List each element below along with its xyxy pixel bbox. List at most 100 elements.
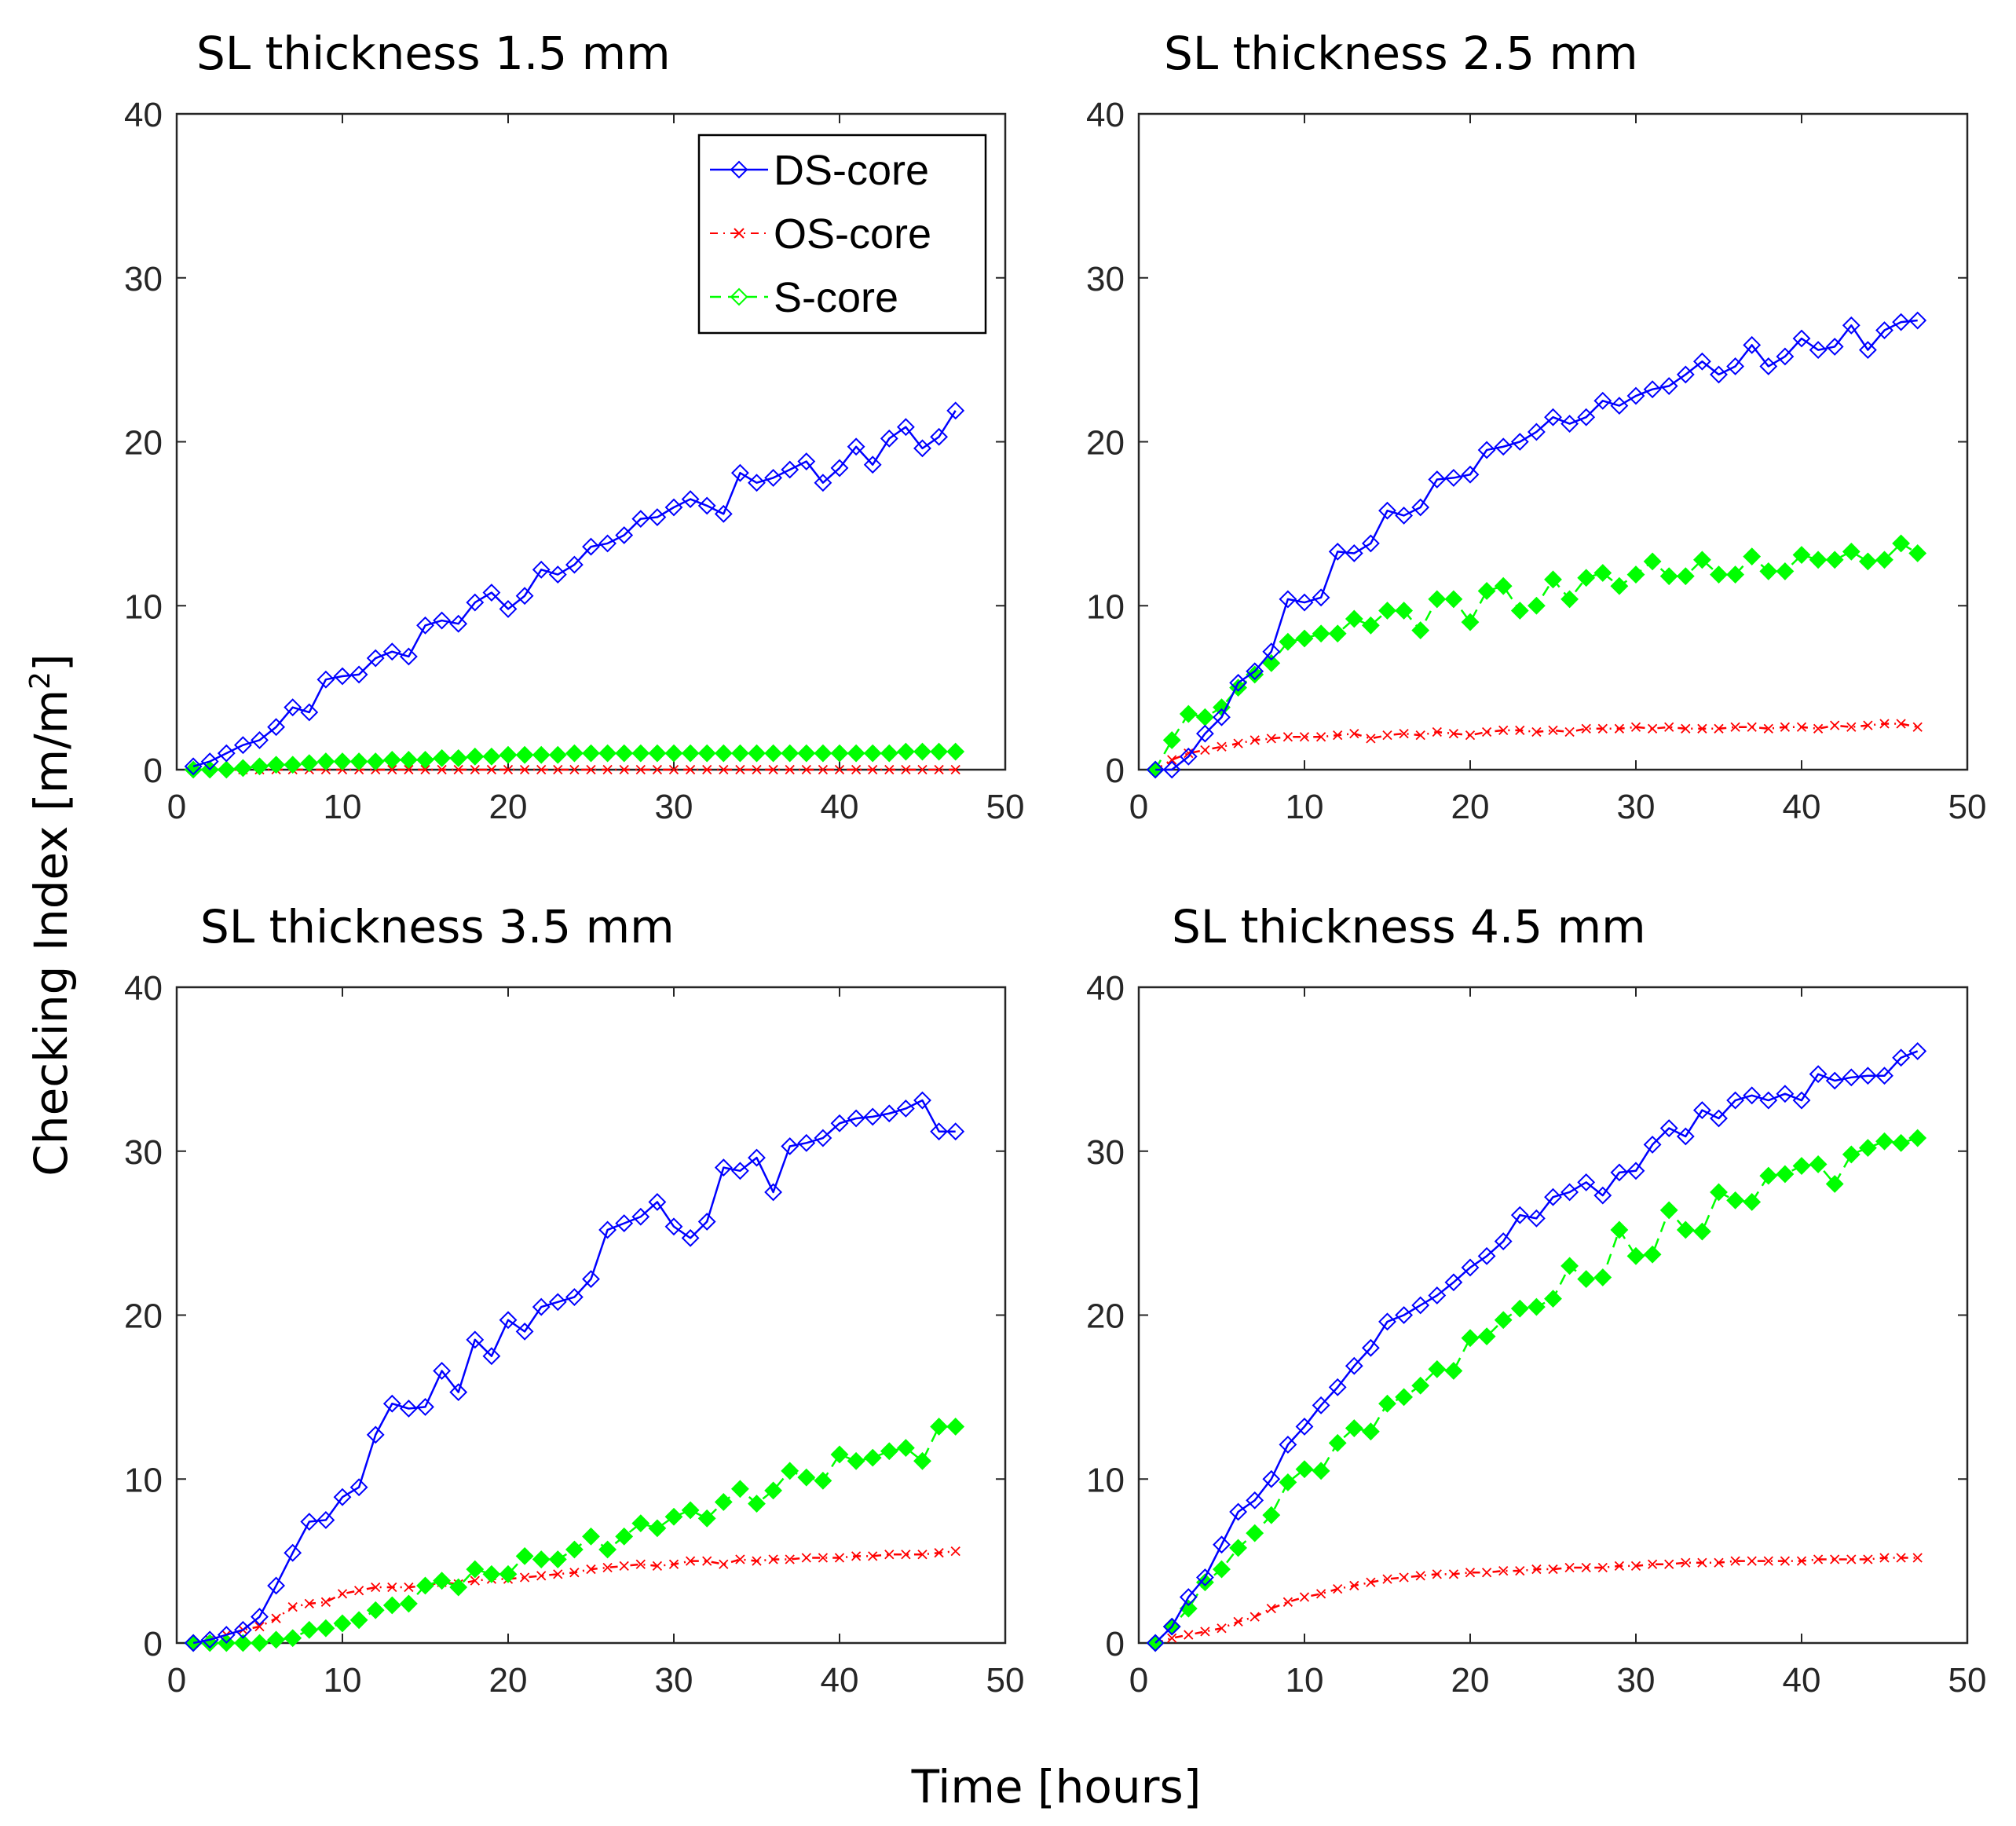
y-tick-label: 20 bbox=[1086, 1297, 1125, 1336]
point-s-core bbox=[1295, 1460, 1314, 1479]
point-os-core bbox=[1200, 1627, 1210, 1637]
point-s-core bbox=[433, 1572, 452, 1590]
point-os-core bbox=[1681, 1557, 1691, 1568]
point-ds-core bbox=[1743, 335, 1762, 354]
point-ds-core bbox=[1162, 1617, 1181, 1636]
point-s-core bbox=[1262, 1506, 1281, 1524]
point-ds-core bbox=[267, 1576, 286, 1595]
point-os-core bbox=[1167, 755, 1177, 765]
point-os-core bbox=[304, 1598, 314, 1609]
point-s-core bbox=[1162, 731, 1181, 749]
point-os-core bbox=[768, 1554, 778, 1564]
point-s-core bbox=[1544, 570, 1562, 589]
x-tick-label: 50 bbox=[1948, 1661, 1987, 1700]
point-ds-core bbox=[1676, 365, 1695, 384]
point-s-core bbox=[1676, 567, 1695, 586]
point-s-core bbox=[1444, 1362, 1463, 1380]
point-ds-core bbox=[1626, 386, 1645, 405]
point-ds-core bbox=[847, 437, 865, 456]
point-os-core bbox=[1730, 1556, 1740, 1566]
point-ds-core bbox=[1560, 415, 1579, 433]
point-os-core bbox=[1863, 720, 1873, 730]
point-s-core bbox=[1560, 1257, 1579, 1275]
point-os-core bbox=[1200, 745, 1210, 756]
point-s-core bbox=[1361, 1422, 1380, 1441]
point-ds-core bbox=[1809, 341, 1828, 360]
point-os-core bbox=[1282, 732, 1293, 742]
y-tick-label: 0 bbox=[144, 752, 163, 790]
point-ds-core bbox=[548, 565, 567, 584]
point-ds-core bbox=[697, 1213, 716, 1231]
point-s-core bbox=[797, 744, 816, 763]
point-s-core bbox=[1809, 1155, 1828, 1173]
point-s-core bbox=[946, 742, 965, 761]
point-os-core bbox=[1780, 1556, 1791, 1566]
point-s-core bbox=[349, 752, 368, 770]
panel-title-2-5: SL thickness 2.5 mm bbox=[1164, 27, 1638, 80]
point-ds-core bbox=[1875, 1067, 1893, 1085]
point-os-core bbox=[1664, 722, 1674, 732]
point-ds-core bbox=[1477, 1246, 1496, 1265]
point-os-core bbox=[785, 1554, 795, 1564]
point-s-core bbox=[1643, 1245, 1662, 1264]
point-s-core bbox=[217, 760, 236, 779]
point-os-core bbox=[851, 764, 862, 775]
point-s-core bbox=[1527, 596, 1546, 615]
panel-title-1-5: SL thickness 1.5 mm bbox=[196, 27, 671, 80]
point-ds-core bbox=[1858, 341, 1877, 360]
point-os-core bbox=[1333, 1583, 1343, 1594]
point-os-core bbox=[635, 1559, 646, 1569]
point-s-core bbox=[1842, 542, 1861, 561]
y-tick-label: 10 bbox=[1086, 587, 1125, 626]
point-ds-core bbox=[830, 459, 849, 478]
point-ds-core bbox=[1710, 1109, 1728, 1128]
point-s-core bbox=[764, 744, 783, 763]
point-s-core bbox=[300, 754, 319, 773]
point-ds-core bbox=[184, 757, 203, 776]
point-s-core bbox=[1577, 1270, 1596, 1288]
point-ds-core bbox=[631, 510, 650, 529]
point-os-core bbox=[1315, 732, 1326, 742]
series-line-ds-core bbox=[1155, 319, 1918, 771]
point-s-core bbox=[382, 751, 401, 769]
point-os-core bbox=[1448, 728, 1459, 739]
point-os-core bbox=[1846, 1554, 1857, 1564]
x-tick-label: 0 bbox=[1129, 788, 1148, 826]
point-ds-core bbox=[1710, 365, 1728, 384]
point-ds-core bbox=[930, 427, 949, 446]
point-ds-core bbox=[1776, 1085, 1795, 1103]
point-ds-core bbox=[284, 698, 302, 717]
point-os-core bbox=[1299, 1592, 1310, 1602]
point-s-core bbox=[1328, 1433, 1347, 1452]
point-os-core bbox=[818, 1553, 829, 1563]
point-os-core bbox=[1564, 726, 1575, 737]
point-ds-core bbox=[598, 1220, 617, 1239]
point-os-core bbox=[685, 764, 696, 775]
point-s-core bbox=[565, 744, 584, 763]
point-os-core bbox=[1681, 723, 1691, 734]
point-s-core bbox=[349, 1611, 368, 1630]
x-tick-label: 20 bbox=[489, 1661, 528, 1700]
point-os-core bbox=[1912, 722, 1923, 732]
point-os-core bbox=[437, 764, 447, 775]
point-ds-core bbox=[1361, 534, 1380, 553]
point-os-core bbox=[1399, 1572, 1409, 1583]
point-ds-core bbox=[730, 1162, 749, 1180]
point-s-core bbox=[548, 1550, 567, 1568]
point-os-core bbox=[1863, 1554, 1873, 1564]
point-os-core bbox=[934, 1548, 944, 1558]
point-ds-core bbox=[1345, 544, 1363, 562]
point-ds-core bbox=[1692, 1101, 1711, 1119]
point-s-core bbox=[1361, 616, 1380, 635]
point-os-core bbox=[1366, 734, 1376, 744]
point-s-core bbox=[1626, 1246, 1645, 1265]
point-s-core bbox=[1477, 1327, 1496, 1346]
point-ds-core bbox=[1809, 1065, 1828, 1084]
point-os-core bbox=[1879, 719, 1890, 729]
point-os-core bbox=[1366, 1577, 1376, 1587]
point-os-core bbox=[901, 1550, 911, 1560]
point-s-core bbox=[697, 744, 716, 763]
y-tick-label: 0 bbox=[144, 1625, 163, 1663]
point-s-core bbox=[748, 744, 766, 763]
point-s-core bbox=[598, 744, 617, 763]
